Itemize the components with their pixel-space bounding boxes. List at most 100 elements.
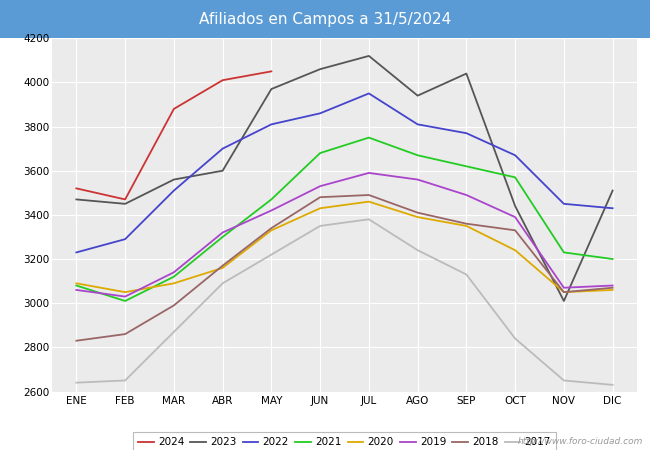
2020 [608, 287, 616, 292]
2017 [218, 281, 227, 286]
2024 [170, 106, 178, 112]
2023 [413, 93, 421, 99]
2022 [218, 146, 227, 151]
2021 [218, 234, 227, 240]
2022 [511, 153, 519, 158]
2018 [413, 210, 421, 216]
2019 [218, 230, 227, 235]
2023 [316, 67, 324, 72]
2022 [170, 188, 178, 194]
2020 [413, 214, 421, 220]
2022 [268, 122, 276, 127]
2020 [121, 289, 129, 295]
2021 [413, 153, 421, 158]
2018 [463, 221, 471, 226]
Text: Afiliados en Campos a 31/5/2024: Afiliados en Campos a 31/5/2024 [199, 12, 451, 27]
2020 [560, 289, 568, 295]
2020 [316, 206, 324, 211]
2020 [365, 199, 373, 204]
2021 [463, 164, 471, 169]
2017 [608, 382, 616, 387]
2023 [463, 71, 471, 76]
2019 [316, 184, 324, 189]
2017 [413, 248, 421, 253]
2017 [316, 223, 324, 229]
2020 [511, 248, 519, 253]
2023 [121, 201, 129, 207]
2022 [72, 250, 81, 255]
2018 [170, 303, 178, 308]
2018 [218, 263, 227, 268]
Line: 2024: 2024 [77, 72, 272, 199]
2020 [218, 265, 227, 270]
2020 [72, 281, 81, 286]
2022 [121, 236, 129, 242]
2017 [170, 329, 178, 335]
2020 [463, 223, 471, 229]
2018 [72, 338, 81, 343]
2020 [268, 228, 276, 233]
2019 [72, 287, 81, 292]
2018 [268, 225, 276, 231]
2022 [560, 201, 568, 207]
2023 [72, 197, 81, 202]
2024 [72, 186, 81, 191]
Line: 2023: 2023 [77, 56, 612, 301]
2021 [365, 135, 373, 140]
2022 [365, 91, 373, 96]
2023 [608, 188, 616, 194]
2022 [413, 122, 421, 127]
2022 [463, 130, 471, 136]
2017 [268, 252, 276, 257]
2017 [121, 378, 129, 383]
2024 [218, 77, 227, 83]
2017 [511, 336, 519, 341]
2019 [511, 214, 519, 220]
2021 [560, 250, 568, 255]
2017 [365, 216, 373, 222]
2019 [413, 177, 421, 182]
Line: 2018: 2018 [77, 195, 612, 341]
2023 [365, 53, 373, 58]
Line: 2021: 2021 [77, 138, 612, 301]
2018 [316, 194, 324, 200]
2018 [365, 192, 373, 198]
2022 [608, 206, 616, 211]
2023 [218, 168, 227, 173]
2021 [268, 197, 276, 202]
2017 [72, 380, 81, 385]
2021 [170, 274, 178, 279]
2019 [268, 208, 276, 213]
2023 [170, 177, 178, 182]
2019 [365, 170, 373, 176]
2019 [608, 283, 616, 288]
2017 [560, 378, 568, 383]
2018 [121, 331, 129, 337]
2019 [121, 294, 129, 299]
2024 [121, 197, 129, 202]
2021 [316, 150, 324, 156]
2023 [268, 86, 276, 92]
2023 [560, 298, 568, 304]
2019 [170, 270, 178, 275]
Line: 2020: 2020 [77, 202, 612, 292]
2021 [511, 175, 519, 180]
2021 [72, 283, 81, 288]
2018 [560, 289, 568, 295]
Legend: 2024, 2023, 2022, 2021, 2020, 2019, 2018, 2017: 2024, 2023, 2022, 2021, 2020, 2019, 2018… [133, 432, 556, 450]
2021 [121, 298, 129, 304]
Line: 2019: 2019 [77, 173, 612, 297]
2019 [463, 192, 471, 198]
2020 [170, 281, 178, 286]
Line: 2017: 2017 [77, 219, 612, 385]
2017 [463, 272, 471, 277]
2018 [511, 228, 519, 233]
Text: http://www.foro-ciudad.com: http://www.foro-ciudad.com [518, 436, 644, 446]
2024 [268, 69, 276, 74]
2021 [608, 256, 616, 262]
2018 [608, 285, 616, 290]
Line: 2022: 2022 [77, 94, 612, 252]
2019 [560, 285, 568, 290]
2023 [511, 203, 519, 209]
2022 [316, 111, 324, 116]
